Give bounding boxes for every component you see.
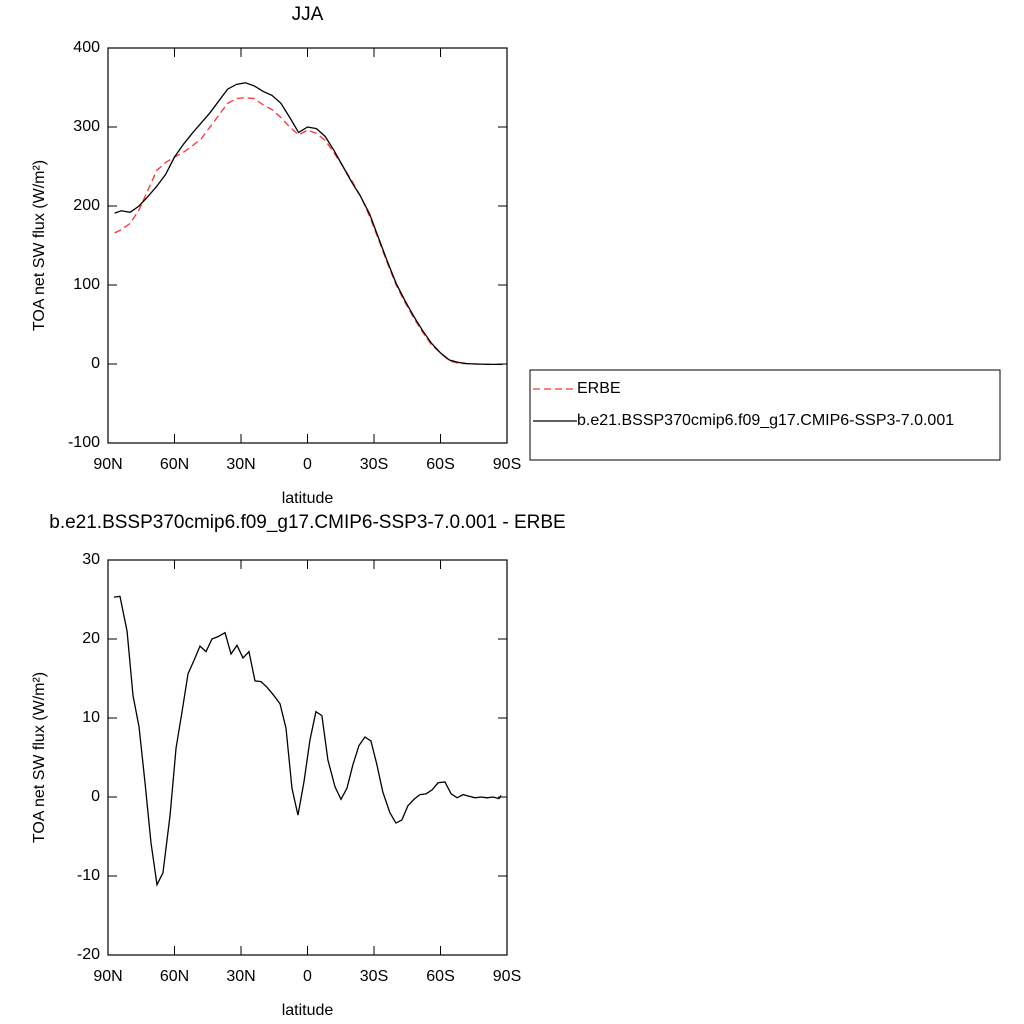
plot-frame [107, 559, 508, 956]
x-tick-label: 60N [160, 456, 189, 473]
x-tick-label: 60S [426, 968, 454, 985]
y-tick-label: 30 [82, 551, 100, 568]
y-tick-label: -10 [77, 867, 100, 884]
y-tick-label: 0 [91, 355, 100, 372]
plot-frame [107, 47, 508, 444]
x-tick-label: 30S [360, 456, 388, 473]
x-tick-label: 90S [493, 456, 521, 473]
x-tick-label: 90S [493, 968, 521, 985]
x-axis-label: latitude [282, 490, 334, 507]
series-line [114, 97, 503, 366]
y-tick-label: 300 [73, 118, 100, 135]
y-tick-label: 0 [91, 788, 100, 805]
y-axis-label: TOA net SW flux (W/m²) [31, 160, 48, 331]
y-tick-label: 10 [82, 709, 100, 726]
legend-label: b.e21.BSSP370cmip6.f09_g17.CMIP6-SSP3-7.… [577, 412, 954, 429]
y-tick-label: 100 [73, 276, 100, 293]
x-tick-label: 30S [360, 968, 388, 985]
x-tick-label: 0 [303, 456, 312, 473]
y-tick-label: 200 [73, 197, 100, 214]
chart-title: JJA [292, 4, 324, 25]
chart-title: b.e21.BSSP370cmip6.f09_g17.CMIP6-SSP3-7.… [49, 512, 565, 533]
legend-label: ERBE [577, 380, 621, 397]
x-tick-label: 60N [160, 968, 189, 985]
series-line [113, 595, 502, 887]
x-tick-label: 0 [303, 968, 312, 985]
x-tick-label: 30N [226, 456, 255, 473]
series-line [114, 82, 503, 366]
y-tick-label: 20 [82, 630, 100, 647]
x-tick-label: 30N [226, 968, 255, 985]
y-tick-label: -20 [77, 946, 100, 963]
legend-box [529, 369, 1001, 461]
y-tick-label: -100 [68, 434, 100, 451]
x-tick-label: 60S [426, 456, 454, 473]
y-axis-label: TOA net SW flux (W/m²) [31, 672, 48, 843]
x-tick-label: 90N [93, 456, 122, 473]
y-tick-label: 400 [73, 39, 100, 56]
x-tick-label: 90N [93, 968, 122, 985]
x-axis-label: latitude [282, 1002, 334, 1019]
